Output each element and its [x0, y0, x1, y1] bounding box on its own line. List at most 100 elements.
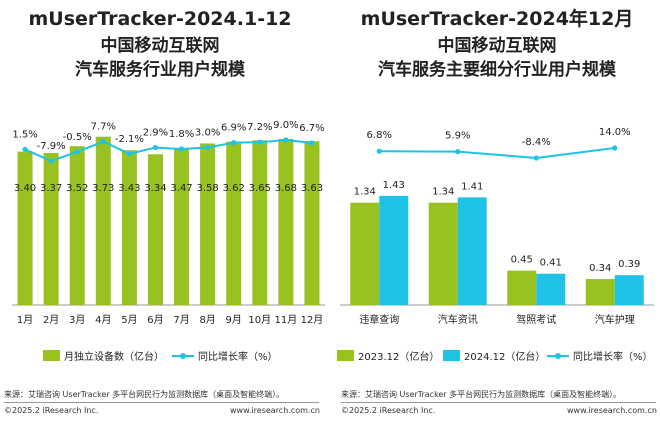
chart1-x-tick-9: 9月	[226, 314, 242, 326]
chart1-growth-point-7	[178, 146, 185, 152]
chart1-growth-point-8	[205, 144, 211, 151]
chart2-growth-point-4	[612, 145, 618, 151]
chart1-growth-label-1: 1.5%	[12, 129, 37, 140]
chart1-x-tick-5: 5月	[121, 314, 137, 326]
source-note-left: 来源：艾瑞咨询 UserTracker 多平台网民行为监测数据库（桌面及智能终端…	[4, 390, 285, 399]
chart1-growth-point-1	[22, 146, 28, 152]
chart1-growth-point-3	[74, 149, 80, 155]
chart1-legend-line-marker	[180, 353, 186, 359]
chart1-bar-label-2: 3.37	[40, 183, 62, 194]
chart2-bar-label-2024-4: 0.39	[618, 259, 640, 270]
chart1-growth-label-11: 9.0%	[273, 120, 298, 131]
chart1-subtitle-2: 汽车服务行业用户规模	[75, 59, 246, 80]
chart1-bar-label-10: 3.65	[249, 183, 271, 194]
chart1-growth-label-12: 6.7%	[299, 123, 324, 134]
chart2-growth-line	[379, 147, 615, 160]
chart1-legend-bar-swatch	[43, 350, 60, 361]
chart1-bar-label-12: 3.63	[301, 183, 323, 194]
chart1-x-tick-10: 10月	[248, 314, 271, 326]
chart2-subtitle-2: 汽车服务主要细分行业用户规模	[378, 59, 617, 80]
chart2-bar-2023-1	[350, 202, 380, 305]
chart1-growth-point-2	[48, 158, 54, 164]
chart2-legend-line-label: 同比增长率（%）	[573, 350, 653, 363]
website-left: www.iresearch.com.cn	[230, 406, 320, 415]
chart1-bar-label-7: 3.47	[170, 183, 192, 194]
chart2-bar-label-2023-4: 0.34	[589, 263, 611, 274]
chart1-growth-point-10	[257, 139, 263, 145]
chart2-bar-label-2024-3: 0.41	[540, 258, 562, 269]
chart2-legend-line-marker	[555, 353, 561, 359]
chart2-title: mUserTracker-2024年12月	[361, 7, 634, 30]
chart2-bar-label-2023-2: 1.34	[432, 187, 454, 198]
chart1-growth-line	[24, 138, 313, 163]
chart2-growth-label-2: 5.9%	[445, 131, 470, 142]
chart1-growth-point-6	[152, 144, 159, 151]
chart1-bar-10	[252, 140, 268, 305]
chart2-legend-2023-swatch	[337, 350, 354, 361]
chart2-bar-2024-1	[379, 195, 409, 305]
chart2-x-tick-3: 驾照考试	[516, 313, 556, 326]
copyright-left: ©2025.2 iResearch Inc.	[4, 406, 99, 415]
chart2-legend-2024-label: 2024.12（亿台）	[464, 350, 545, 363]
chart1-bar-9	[226, 141, 242, 305]
chart2-growth-label-3: -8.4%	[522, 137, 551, 148]
chart1-legend-line-label: 同比增长率（%）	[198, 350, 278, 363]
chart1-x-tick-7: 7月	[173, 314, 189, 326]
chart2-legend-2024-swatch	[443, 350, 460, 361]
chart1-bar-label-11: 3.68	[275, 183, 297, 194]
chart1-subtitle-1: 中国移动互联网	[101, 35, 220, 56]
chart2-subtitle-1: 中国移动互联网	[438, 35, 557, 56]
chart2-bar-2024-4	[614, 275, 644, 305]
chart1-growth-label-7: 1.8%	[169, 129, 194, 140]
chart1-growth-label-10: 7.2%	[247, 122, 272, 133]
chart1-x-tick-4: 4月	[95, 314, 111, 326]
chart2-bar-label-2024-1: 1.43	[383, 180, 405, 191]
chart1-growth-label-3: -0.5%	[63, 132, 92, 143]
chart2-x-tick-4: 汽车护理	[595, 313, 635, 326]
chart1-growth-label-5: -2.1%	[115, 134, 144, 145]
chart1-title: mUserTracker-2024.1-12	[28, 8, 291, 30]
chart2-bar-label-2023-3: 0.45	[511, 255, 533, 266]
chart1-bar-4	[95, 136, 111, 305]
chart1-growth-label-4: 7.7%	[91, 122, 116, 133]
chart2-bar-2023-3	[507, 270, 537, 305]
chart2-growth-label-4: 14.0%	[599, 127, 631, 138]
chart1-x-tick-6: 6月	[147, 314, 163, 326]
chart1-bar-8	[200, 143, 216, 305]
chart1-bar-label-5: 3.43	[118, 183, 140, 194]
chart2-growth-label-1: 6.8%	[367, 130, 392, 141]
chart2-bar-label-2024-2: 1.41	[461, 181, 483, 192]
chart1-growth-point-4	[100, 139, 106, 145]
chart1-bar-3	[69, 146, 85, 305]
chart2-bar-2023-4	[585, 279, 615, 305]
chart2-x-tick-1: 违章查询	[359, 313, 399, 326]
chart1-bar-5	[121, 150, 137, 305]
website-right: www.iresearch.com.cn	[567, 406, 657, 415]
chart1-bar-11	[278, 138, 294, 305]
chart2-x-tick-2: 汽车资讯	[438, 313, 478, 326]
chart1-growth-point-9	[231, 140, 237, 146]
chart2-bar-2024-2	[457, 197, 487, 305]
chart2-growth-point-2	[455, 149, 461, 155]
footer-divider-right	[341, 402, 656, 403]
chart1-bar-label-4: 3.73	[92, 183, 114, 194]
chart1-bar-label-8: 3.58	[196, 183, 218, 194]
chart1-bar-label-6: 3.34	[144, 183, 166, 194]
chart1-growth-point-12	[309, 140, 315, 146]
chart1-bar-1	[17, 151, 33, 305]
chart1-legend-bar-label: 月独立设备数（亿台）	[64, 350, 164, 363]
chart1-x-tick-1: 1月	[17, 314, 33, 326]
chart1-bar-12	[304, 141, 320, 305]
chart1-growth-point-11	[283, 137, 289, 143]
chart1-bar-6	[147, 154, 163, 305]
chart1-bar-7	[174, 148, 190, 305]
chart1-growth-label-9: 6.9%	[221, 123, 246, 134]
copyright-right: ©2025.2 iResearch Inc.	[341, 406, 436, 415]
source-note-right: 来源：艾瑞咨询 UserTracker 多平台网民行为监测数据库（桌面及智能终端…	[341, 390, 622, 399]
chart2-bar-2024-3	[536, 273, 566, 305]
footer-divider-left	[4, 402, 319, 403]
chart1-x-tick-8: 8月	[199, 314, 215, 326]
chart1-growth-label-6: 2.9%	[143, 128, 168, 139]
